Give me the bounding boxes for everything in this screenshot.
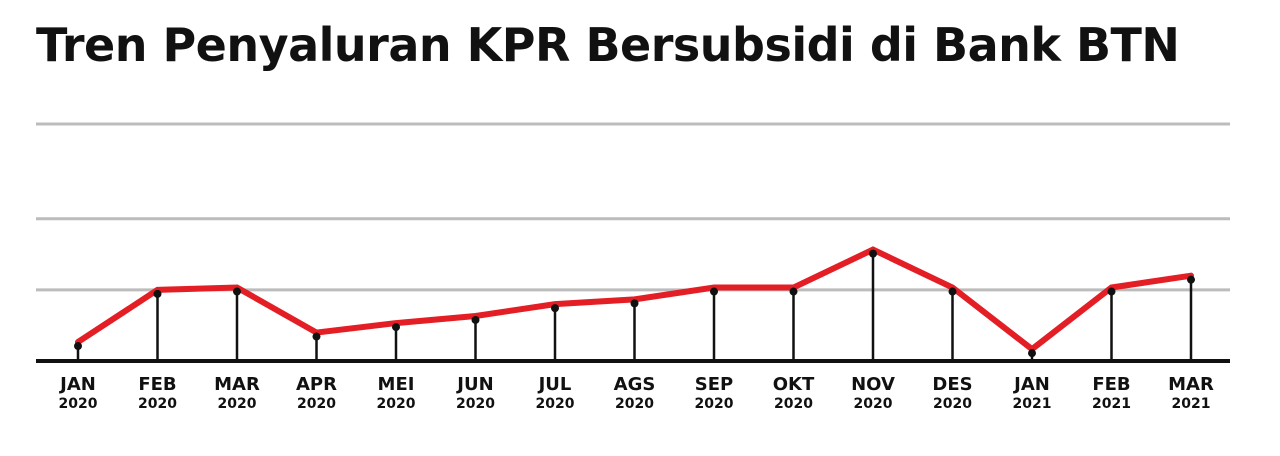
point-mei-2020 xyxy=(392,323,400,332)
x-tick-labels: JAN2020FEB2020MAR2020APR2020MEI2020JUN20… xyxy=(58,374,1214,412)
x-tick-month: AGS xyxy=(614,374,656,395)
point-mar-2021 xyxy=(1187,275,1195,284)
x-tick-month: SEP xyxy=(695,374,733,395)
point-jun-2020 xyxy=(471,315,480,324)
point-jan-2021 xyxy=(1028,349,1036,358)
x-tick-year: 2020 xyxy=(456,396,495,412)
x-tick-month: JAN xyxy=(1012,374,1050,395)
x-tick-year: 2020 xyxy=(536,396,575,412)
x-tick-month: JUL xyxy=(537,374,572,395)
point-nov-2020 xyxy=(869,249,877,258)
x-tick-month: OKT xyxy=(773,374,815,395)
x-tick-year: 2020 xyxy=(218,396,257,412)
point-feb-2021 xyxy=(1107,287,1116,296)
x-tick-month: MEI xyxy=(378,374,415,395)
x-tick-month: JUN xyxy=(455,374,493,395)
x-tick-month: FEB xyxy=(138,374,176,395)
chart-title: Tren Penyaluran KPR Bersubsidi di Bank B… xyxy=(36,18,1180,72)
point-feb-2020 xyxy=(153,289,162,298)
point-sep-2020 xyxy=(710,287,718,296)
point-ags-2020 xyxy=(630,299,639,308)
x-tick-year: 2020 xyxy=(59,396,98,412)
x-tick-month: NOV xyxy=(851,374,895,395)
point-mar-2020 xyxy=(233,287,241,296)
x-tick-year: 2021 xyxy=(1092,396,1131,412)
x-tick-year: 2020 xyxy=(774,396,813,412)
x-tick-year: 2020 xyxy=(297,396,336,412)
point-jan-2020 xyxy=(74,342,82,351)
x-tick-month: APR xyxy=(296,374,337,395)
point-apr-2020 xyxy=(312,332,321,341)
x-tick-year: 2020 xyxy=(695,396,734,412)
x-tick-year: 2021 xyxy=(1172,396,1211,412)
x-tick-month: JAN xyxy=(58,374,96,395)
x-tick-year: 2020 xyxy=(138,396,177,412)
x-tick-month: DES xyxy=(932,374,972,395)
x-tick-year: 2020 xyxy=(854,396,893,412)
point-des-2020 xyxy=(948,287,957,296)
x-tick-month: FEB xyxy=(1092,374,1130,395)
point-jul-2020 xyxy=(551,304,559,313)
data-markers xyxy=(74,249,1195,358)
point-okt-2020 xyxy=(789,287,798,296)
gridlines xyxy=(36,122,1230,292)
x-tick-year: 2020 xyxy=(615,396,654,412)
x-tick-year: 2020 xyxy=(933,396,972,412)
x-tick-year: 2020 xyxy=(377,396,416,412)
x-tick-month: MAR xyxy=(214,374,260,395)
x-tick-year: 2021 xyxy=(1013,396,1052,412)
x-tick-month: MAR xyxy=(1168,374,1214,395)
